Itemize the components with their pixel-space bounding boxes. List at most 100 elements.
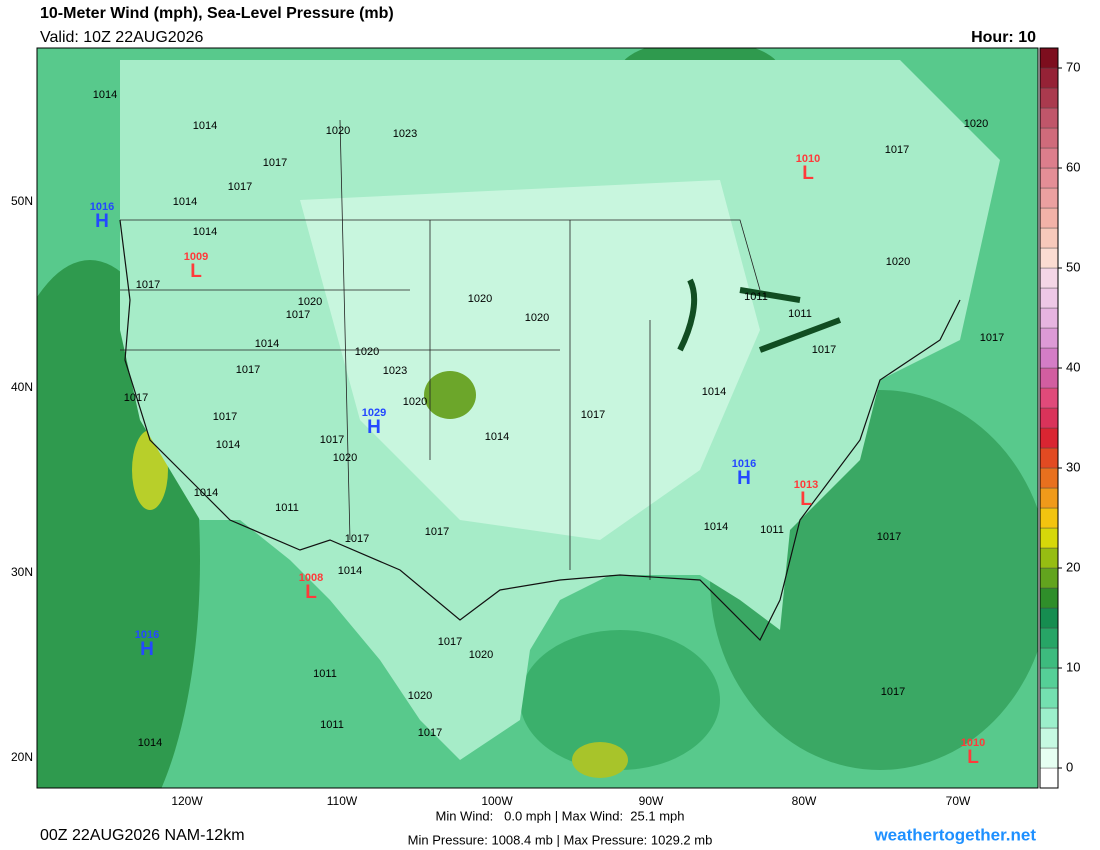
center-pressure: 1009 [184, 251, 208, 263]
center-letter: L [802, 163, 814, 184]
isobar-label: 1011 [275, 502, 299, 514]
site-name: weathertogether.net [873, 825, 1036, 844]
isobar-label: 1014 [485, 431, 509, 443]
isobar-label: 1014 [193, 226, 217, 238]
center-pressure: 1010 [796, 153, 820, 165]
center-pressure: 1029 [362, 407, 386, 419]
wind-range: Min Wind: 0.0 mph | Max Wind: 25.1 mph [435, 808, 684, 823]
lon-label: 100W [481, 794, 513, 808]
colorbar-tick-label: 40 [1066, 359, 1080, 374]
title: 10-Meter Wind (mph), Sea-Level Pressure … [40, 5, 394, 22]
colorbar-segment [1039, 207, 1059, 229]
isobar-label: 1014 [216, 439, 240, 451]
colorbar-segment [1039, 367, 1059, 389]
colorbar-segment [1039, 467, 1059, 489]
colorbar-tick-label: 50 [1066, 259, 1080, 274]
colorbar-segment [1039, 307, 1059, 329]
isobar-label: 1020 [964, 118, 988, 130]
isobar-label: 1017 [236, 364, 260, 376]
colorbar-tick-label: 0 [1066, 759, 1073, 774]
isobar-label: 1011 [760, 524, 784, 536]
model-run: 00Z 22AUG2026 NAM-12km [40, 827, 245, 844]
colorbar-segment [1039, 327, 1059, 349]
colorbar-segment [1039, 287, 1059, 309]
colorbar-segment [1039, 267, 1059, 289]
colorbar-tick-label: 30 [1066, 459, 1080, 474]
isobar-label: 1017 [320, 434, 344, 446]
colorbar-segment [1039, 387, 1059, 409]
colorbar-segment [1039, 627, 1059, 649]
colorbar-segment [1039, 187, 1059, 209]
lon-label: 70W [946, 794, 971, 808]
center-letter: L [967, 747, 979, 768]
center-letter: H [95, 211, 109, 232]
colorbar-segment [1039, 87, 1059, 109]
lon-label: 90W [639, 794, 664, 808]
colorbar: 0 10 20 30 40 50 60 70 [1039, 47, 1080, 789]
colorbar-segment [1039, 107, 1059, 129]
isobar-label: 1020 [886, 256, 910, 268]
lat-label: 30N [11, 565, 33, 579]
isobar-label: 1020 [355, 346, 379, 358]
isobar-label: 1017 [124, 392, 148, 404]
colorbar-segment [1039, 607, 1059, 629]
isobar-label: 1017 [136, 279, 160, 291]
isobar-label: 1017 [418, 727, 442, 739]
isobar-label: 1011 [320, 719, 344, 731]
colorbar-frame [1039, 47, 1059, 789]
colorbar-segment [1039, 767, 1059, 789]
map-field [37, 48, 1038, 788]
colorbar-segment [1039, 147, 1059, 169]
colorbar-segment [1039, 667, 1059, 689]
isobar-label: 1017 [425, 526, 449, 538]
isobar-label: 1011 [788, 308, 812, 320]
isobar-label: 1020 [326, 125, 350, 137]
lat-label: 40N [11, 380, 33, 394]
center-letter: H [367, 417, 381, 438]
lon-label: 110W [327, 794, 358, 808]
center-pressure: 1016 [135, 629, 159, 641]
isobar-label: 1020 [333, 452, 357, 464]
colorbar-segment [1039, 527, 1059, 549]
isobar-label: 1017 [213, 411, 237, 423]
colorbar-segment [1039, 67, 1059, 89]
colorbar-segment [1039, 727, 1059, 749]
colorbar-segment [1039, 127, 1059, 149]
center-letter: L [190, 261, 202, 282]
forecast-hour: Hour: 10 [971, 29, 1036, 46]
colorbar-segment [1039, 247, 1059, 269]
colorbar-tick-label: 10 [1066, 659, 1080, 674]
isobar-label: 1023 [383, 365, 407, 377]
isobar-label: 1020 [403, 396, 427, 408]
isobar-label: 1017 [812, 344, 836, 356]
state-borders [120, 119, 761, 580]
colorbar-segment [1039, 547, 1059, 569]
colorbar-tick-label: 60 [1066, 159, 1080, 174]
isobar-label: 1014 [338, 565, 362, 577]
land-calm [300, 180, 760, 540]
center-letter: H [140, 639, 154, 660]
center-pressure: 1016 [90, 201, 114, 213]
colorbar-segment [1039, 587, 1059, 609]
isobar-label: 1020 [525, 312, 549, 324]
valid-time: Valid: 10Z 22AUG2026 [40, 29, 203, 46]
lat-label: 50N [11, 194, 33, 208]
isobar-label: 1014 [702, 386, 726, 398]
isobar-label: 1017 [228, 181, 252, 193]
isobar-label: 1020 [298, 296, 322, 308]
map-frame [36, 47, 1039, 789]
center-letter: L [305, 582, 317, 603]
isobar-label: 1017 [438, 636, 462, 648]
isobar-label: 1011 [744, 291, 768, 303]
gulf-wind [520, 630, 720, 770]
isobar-label: 1017 [263, 157, 287, 169]
isobar-label: 1023 [393, 128, 417, 140]
isobar-label: 1017 [581, 409, 605, 421]
center-letter: L [800, 489, 812, 510]
isobar-label: 1020 [468, 293, 492, 305]
colorbar-tick-label: 70 [1066, 59, 1080, 74]
great-lakes [677, 278, 842, 353]
colorbar-segment [1039, 747, 1059, 769]
center-pressure: 1013 [794, 479, 818, 491]
colorbar-segment [1039, 47, 1059, 69]
